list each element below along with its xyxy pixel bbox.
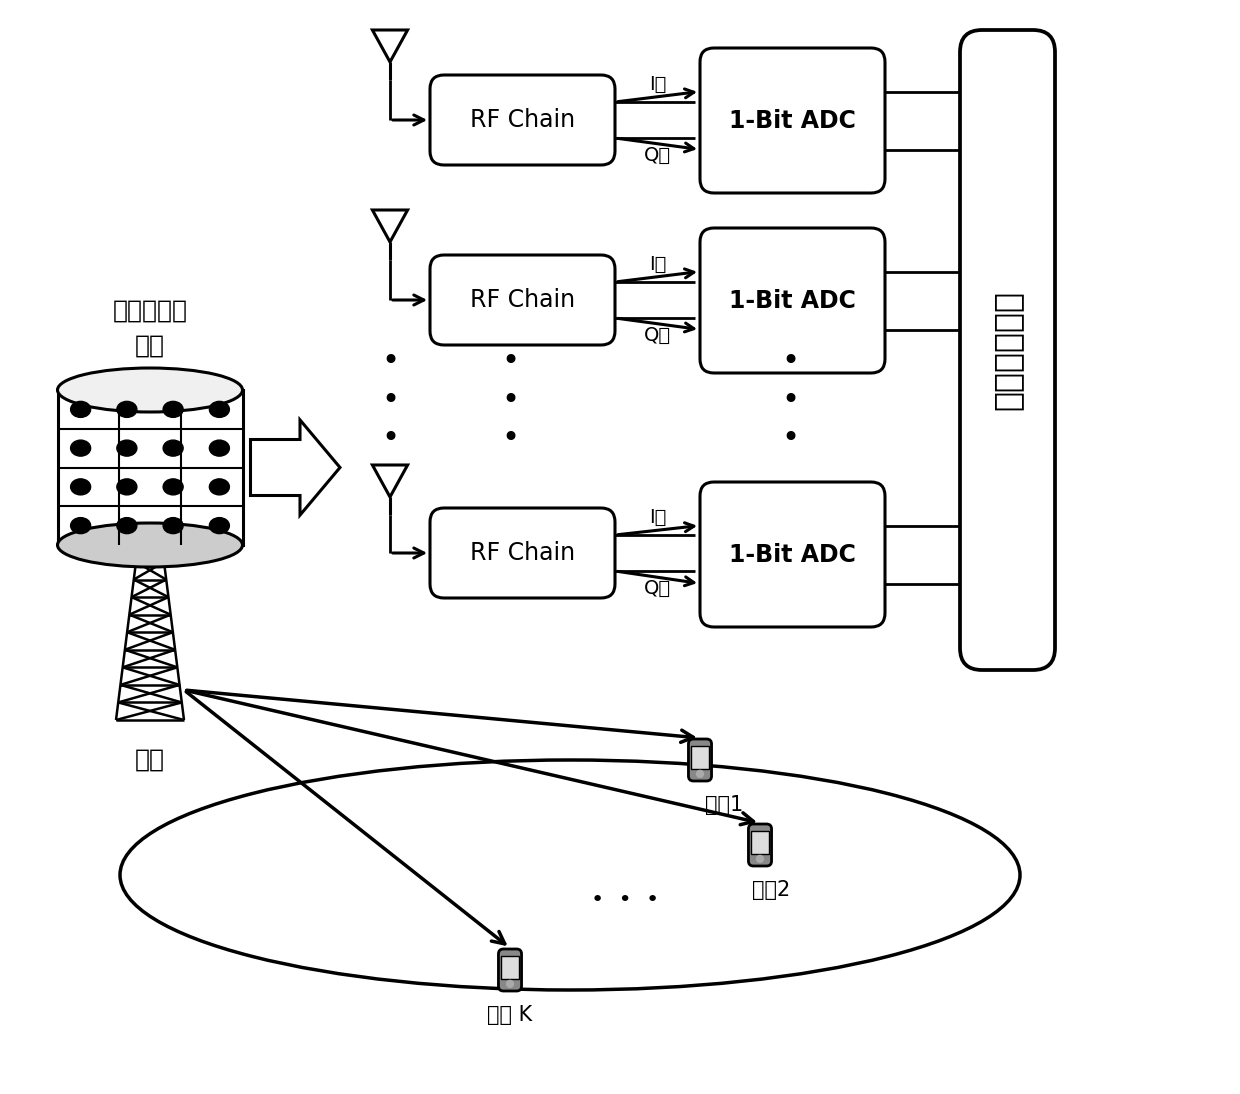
Ellipse shape [57,523,243,567]
Text: •
•
•: • • • [381,347,399,453]
Ellipse shape [210,401,229,418]
FancyBboxPatch shape [430,75,615,165]
Text: I路: I路 [649,255,666,274]
Text: 基带信号处理: 基带信号处理 [991,290,1024,410]
Ellipse shape [164,479,184,494]
FancyBboxPatch shape [749,824,771,866]
Circle shape [506,980,513,987]
Text: I路: I路 [649,508,666,527]
Ellipse shape [117,440,136,456]
FancyBboxPatch shape [430,255,615,345]
Circle shape [697,770,703,778]
Text: 1-Bit ADC: 1-Bit ADC [729,289,856,313]
Ellipse shape [117,401,136,418]
Text: I路: I路 [649,75,666,94]
Text: Q路: Q路 [644,326,671,345]
Text: Q路: Q路 [644,146,671,165]
Ellipse shape [164,401,184,418]
Ellipse shape [120,760,1021,990]
Bar [501,956,518,979]
Text: 阵列: 阵列 [135,334,165,358]
Text: RF Chain: RF Chain [470,108,575,132]
Ellipse shape [71,440,91,456]
Ellipse shape [71,401,91,418]
Ellipse shape [210,517,229,534]
FancyBboxPatch shape [688,740,712,781]
FancyBboxPatch shape [701,48,885,193]
Text: 1-Bit ADC: 1-Bit ADC [729,108,856,132]
Ellipse shape [164,517,184,534]
Text: Q路: Q路 [644,579,671,598]
FancyBboxPatch shape [701,482,885,627]
Text: 用户1: 用户1 [706,795,743,815]
Bar [751,830,769,854]
Bar [691,746,709,769]
Ellipse shape [117,517,136,534]
Text: 大规模天线: 大规模天线 [113,299,187,323]
Text: 用户 K: 用户 K [487,1005,533,1025]
Bar [57,389,243,545]
FancyBboxPatch shape [701,228,885,373]
Ellipse shape [71,517,91,534]
Ellipse shape [164,440,184,456]
Text: •  •  •: • • • [591,891,660,910]
Text: RF Chain: RF Chain [470,288,575,312]
Text: 1-Bit ADC: 1-Bit ADC [729,543,856,567]
Text: 基站: 基站 [135,748,165,772]
FancyBboxPatch shape [498,948,522,991]
Text: •
•
•: • • • [501,347,520,453]
Text: 用户2: 用户2 [751,880,790,900]
Ellipse shape [57,368,243,412]
Circle shape [756,856,764,862]
Text: •
•
•: • • • [781,347,799,453]
FancyBboxPatch shape [430,508,615,598]
Ellipse shape [210,440,229,456]
Ellipse shape [71,479,91,494]
Ellipse shape [117,479,136,494]
Text: RF Chain: RF Chain [470,542,575,565]
FancyBboxPatch shape [960,30,1055,670]
Ellipse shape [210,479,229,494]
